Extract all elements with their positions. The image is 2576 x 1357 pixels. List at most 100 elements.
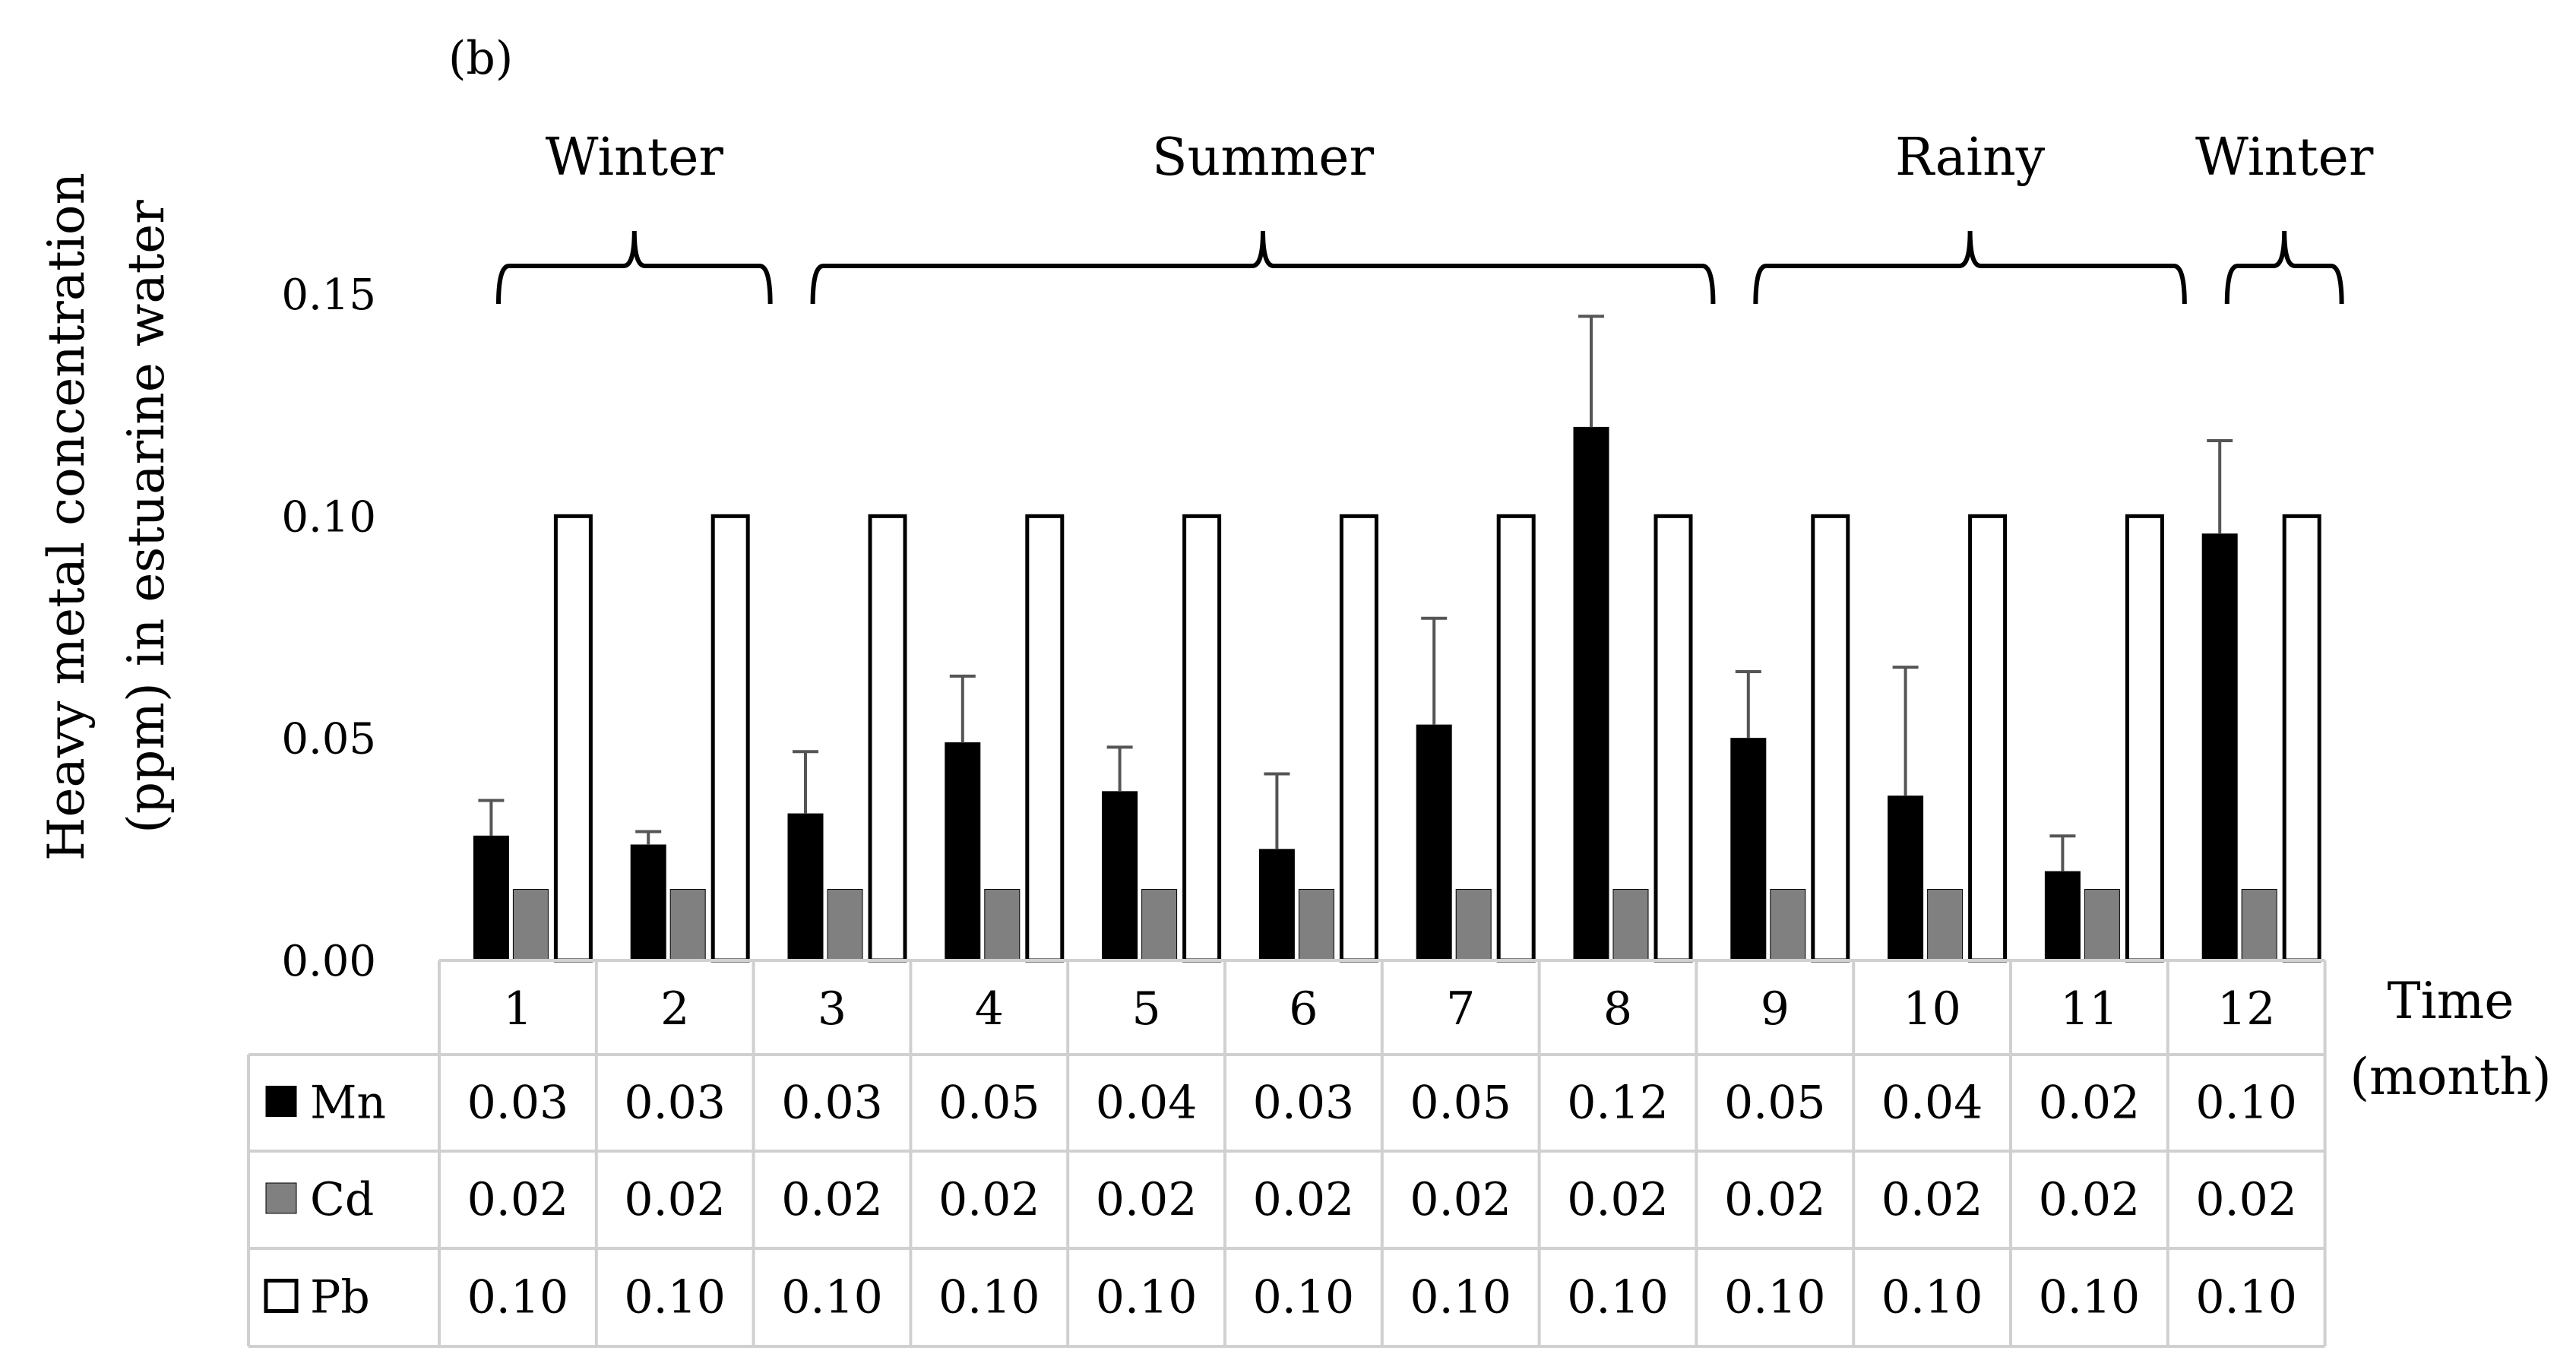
table-cell-pb: 0.10 <box>1724 1271 1826 1324</box>
table-cell-mn: 0.05 <box>1724 1077 1826 1130</box>
bar-pb-month-10 <box>1968 514 2008 963</box>
x-tick-label: 2 <box>660 982 689 1036</box>
table-cell-cd: 0.02 <box>2039 1173 2141 1226</box>
legend-label-cd: Cd <box>310 1173 374 1226</box>
bar-cd-month-7 <box>1455 888 1492 961</box>
y-tick-label: 0.10 <box>281 492 376 542</box>
table-cell-pb: 0.10 <box>1567 1271 1669 1324</box>
x-tick-label: 8 <box>1603 982 1632 1036</box>
bar-pb-month-3 <box>868 514 907 963</box>
table-cell-cd: 0.02 <box>467 1173 569 1226</box>
bar-cd-month-6 <box>1298 888 1334 961</box>
x-tick-label: 3 <box>818 982 847 1036</box>
bars <box>473 315 2321 963</box>
bar-pb-month-5 <box>1182 514 1222 963</box>
bar-mn-month-1 <box>473 835 509 961</box>
table-cell-pb: 0.10 <box>2039 1271 2141 1324</box>
table-cell-mn: 0.12 <box>1567 1077 1669 1130</box>
bar-mn-month-6 <box>1258 849 1295 961</box>
bar-cd-month-12 <box>2241 888 2277 961</box>
bar-pb-month-12 <box>2282 514 2321 963</box>
season-label-winter: Winter <box>546 128 724 188</box>
bar-mn-month-3 <box>787 813 824 961</box>
table-cell-mn: 0.05 <box>1410 1077 1511 1130</box>
panel-label: (b) <box>448 32 513 85</box>
x-axis-label-line1: Time <box>2388 972 2514 1030</box>
y-axis-label-line2: (ppm) in estuarine water <box>117 200 176 833</box>
bar-cd-month-9 <box>1770 888 1806 961</box>
season-brace-summer <box>810 230 1716 305</box>
table-cell-cd: 0.02 <box>1253 1173 1355 1226</box>
bar-pb-month-4 <box>1025 514 1065 963</box>
y-tick-label: 0.15 <box>281 270 376 320</box>
bar-cd-month-8 <box>1612 888 1649 961</box>
bar-cd-month-5 <box>1141 888 1178 961</box>
table-cell-cd: 0.02 <box>1567 1173 1669 1226</box>
bar-cd-month-4 <box>984 888 1021 961</box>
legend-label-mn: Mn <box>310 1077 386 1130</box>
bar-mn-month-2 <box>630 844 666 961</box>
table-cell-pb: 0.10 <box>938 1271 1040 1324</box>
table-cell-pb: 0.10 <box>781 1271 883 1324</box>
x-tick-label: 5 <box>1132 982 1161 1036</box>
bar-mn-month-8 <box>1573 426 1609 961</box>
bar-pb-month-2 <box>710 514 750 963</box>
x-tick-label: 11 <box>2060 982 2118 1036</box>
table-cell-cd: 0.02 <box>624 1173 726 1226</box>
y-tick-label: 0.05 <box>281 715 376 764</box>
season-label-summer: Summer <box>1152 128 1375 188</box>
legend-swatch-cd <box>265 1182 297 1214</box>
x-tick-label: 1 <box>503 982 532 1036</box>
bar-mn-month-7 <box>1416 724 1452 961</box>
table-cell-mn: 0.03 <box>1253 1077 1355 1130</box>
bar-cd-month-2 <box>669 888 706 961</box>
y-tick-label: 0.00 <box>281 937 376 986</box>
x-tick-label: 12 <box>2217 982 2275 1036</box>
bar-mn-month-4 <box>945 742 981 961</box>
table-cell-cd: 0.02 <box>1096 1173 1198 1226</box>
legend-swatch-mn <box>265 1086 297 1117</box>
table-cell-cd: 0.02 <box>1410 1173 1511 1226</box>
x-tick-label: 9 <box>1761 982 1790 1036</box>
bar-mn-month-11 <box>2044 871 2081 961</box>
bar-pb-month-7 <box>1496 514 1536 963</box>
table-cell-cd: 0.02 <box>781 1173 883 1226</box>
bar-mn-month-12 <box>2201 533 2238 961</box>
legend-swatch-pb <box>264 1279 299 1313</box>
bar-cd-month-10 <box>1927 888 1964 961</box>
table-cell-mn: 0.03 <box>467 1077 569 1130</box>
bar-cd-month-1 <box>512 888 549 961</box>
table-cell-mn: 0.03 <box>781 1077 883 1130</box>
y-axis: 0.00 0.05 0.10 0.15 <box>281 270 376 986</box>
x-tick-label: 6 <box>1289 982 1318 1036</box>
table-cell-pb: 0.10 <box>2195 1271 2297 1324</box>
season-label-winter: Winter <box>2195 128 2374 188</box>
table-cell-pb: 0.10 <box>1096 1271 1198 1324</box>
bar-pb-month-1 <box>553 514 593 963</box>
table-cell-pb: 0.10 <box>1881 1271 1983 1324</box>
table-cell-mn: 0.02 <box>2039 1077 2141 1130</box>
season-brace-winter <box>496 230 773 305</box>
bar-cd-month-11 <box>2084 888 2120 961</box>
table-cell-pb: 0.10 <box>624 1271 726 1324</box>
x-axis-label-line2: (month) <box>2350 1048 2551 1106</box>
y-axis-label-line1: Heavy metal concentration <box>37 172 96 861</box>
season-braces: Winter Summer Rainy Winter <box>496 128 2374 305</box>
bar-cd-month-3 <box>827 888 863 961</box>
season-brace-rainy <box>1753 230 2187 305</box>
bar-mn-month-10 <box>1888 796 1924 961</box>
bar-pb-month-8 <box>1654 514 1693 963</box>
bar-mn-month-9 <box>1730 738 1767 961</box>
table-cell-mn: 0.04 <box>1096 1077 1198 1130</box>
x-tick-label: 7 <box>1446 982 1475 1036</box>
bar-mn-month-5 <box>1102 791 1138 961</box>
bar-pb-month-6 <box>1339 514 1378 963</box>
x-tick-label: 10 <box>1903 982 1960 1036</box>
table-cell-cd: 0.02 <box>2195 1173 2297 1226</box>
season-label-rainy: Rainy <box>1895 128 2046 188</box>
bar-pb-month-9 <box>1811 514 1850 963</box>
bar-pb-month-11 <box>2125 514 2164 963</box>
table-cell-pb: 0.10 <box>1410 1271 1511 1324</box>
